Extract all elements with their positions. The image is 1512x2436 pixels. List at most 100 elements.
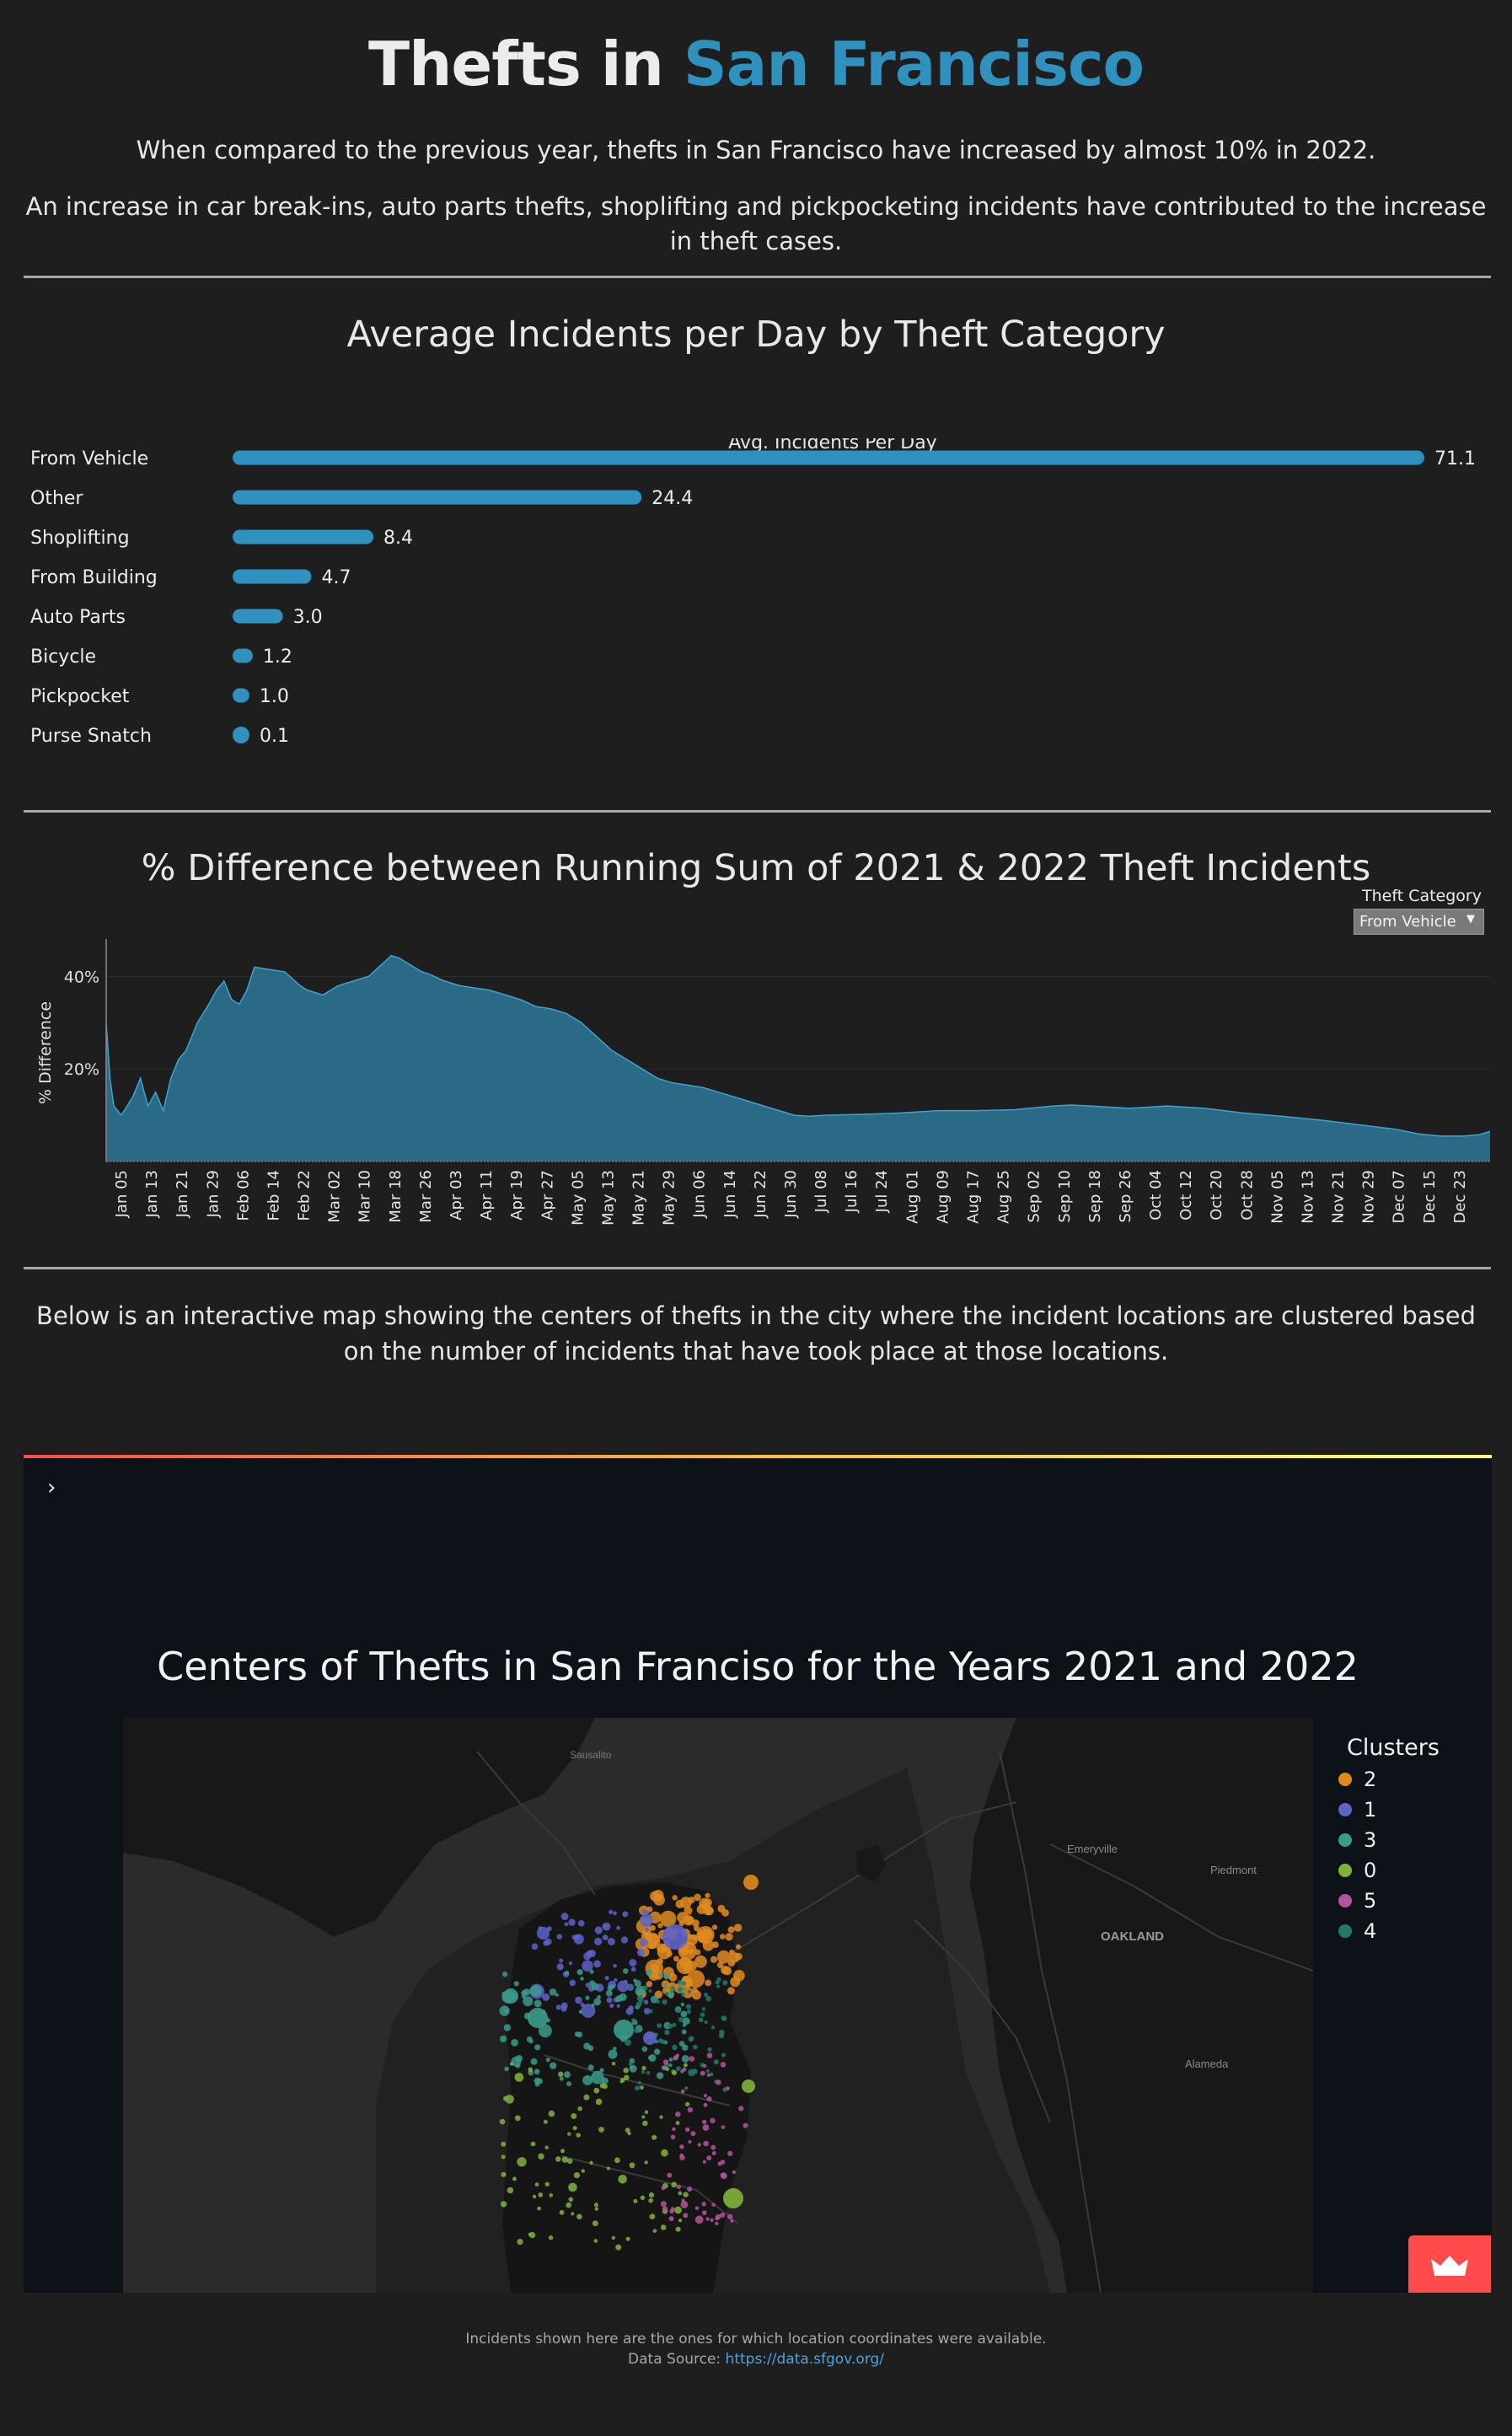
map-point [684, 1947, 689, 1953]
map-point [703, 2140, 709, 2147]
map-point [611, 2061, 616, 2066]
map-point [620, 1936, 629, 1944]
map-point [705, 2217, 710, 2221]
map-point [672, 2022, 677, 2027]
legend-item[interactable]: 2 [1338, 1768, 1376, 1791]
theft-category-dropdown[interactable]: From Vehicle ▼ [1354, 909, 1484, 935]
area-x-tick: Dec 15 [1421, 1170, 1439, 1223]
map-point [649, 2213, 656, 2219]
map-point [599, 2068, 604, 2073]
map-point [571, 2113, 577, 2119]
legend-item[interactable]: 3 [1338, 1828, 1376, 1852]
map-point [613, 1911, 617, 1916]
map-point [742, 2079, 755, 2093]
map-point [623, 1968, 629, 1974]
map-point [648, 2055, 652, 2060]
crown-badge-button[interactable] [1408, 2235, 1491, 2293]
chevron-right-icon[interactable]: › [47, 1475, 56, 1500]
map-point [727, 2213, 733, 2220]
legend-item[interactable]: 4 [1338, 1919, 1377, 1943]
bar-value-label: 3.0 [293, 607, 323, 628]
map-point [573, 1934, 584, 1945]
map-point [523, 1996, 533, 2007]
area-x-tick: Apr 11 [478, 1170, 496, 1221]
map-point [657, 1945, 672, 1960]
area-chart[interactable]: 20% 40% % Difference Jan 05 Jan 13 Jan 21 Jan … [0, 927, 1512, 1248]
map-point [706, 2052, 713, 2058]
legend-item[interactable]: 1 [1338, 1798, 1376, 1822]
area-x-tick: Apr 03 [448, 1170, 465, 1221]
map-point [499, 2118, 506, 2125]
map-point [636, 1948, 646, 1956]
map-point [694, 1955, 707, 1968]
map-point [593, 2203, 598, 2208]
map-point [592, 2220, 598, 2227]
map-point [603, 1924, 607, 1929]
map-point [638, 1997, 644, 2003]
bar-chart[interactable]: Avg. Incidents Per Day From Vehicle 71.1 Ot… [0, 438, 1512, 759]
map-point [583, 2094, 590, 2101]
area-x-tick: Jul 16 [843, 1170, 861, 1213]
map-point [712, 1941, 719, 1948]
cluster-points [499, 1875, 759, 2251]
map-point [618, 2175, 627, 2184]
map-point [653, 2048, 661, 2055]
area-x-tick: Jun 14 [721, 1170, 739, 1219]
map-point [523, 1988, 531, 1996]
map-point [687, 1989, 692, 1994]
footer-source-link[interactable]: https://data.sfgov.org/ [725, 2351, 884, 2368]
map-point [694, 1949, 701, 1956]
map-point [684, 2086, 689, 2090]
map-point [660, 1910, 677, 1928]
map-point [726, 2086, 730, 2090]
map-point [683, 2063, 688, 2068]
map-point [662, 1999, 668, 2005]
cluster-map[interactable]: Sausalito Emeryville Piedmont OAKLAND Al… [123, 1718, 1313, 2293]
map-point [543, 2119, 548, 2124]
area-chart-title: % Difference between Running Sum of 2021… [141, 847, 1371, 889]
area-x-tick: Aug 17 [965, 1170, 983, 1224]
bar-mark [233, 490, 642, 505]
map-point [667, 2172, 673, 2178]
map-point [702, 2124, 710, 2131]
area-x-tick: Feb 22 [296, 1170, 314, 1221]
map-point [567, 2132, 571, 2136]
map-point [652, 2229, 657, 2233]
map-point [585, 1983, 591, 1988]
map-point [555, 2004, 561, 2010]
map-point [581, 2004, 596, 2018]
map-point [651, 2134, 657, 2140]
bar-category-label: Pickpocket [30, 686, 130, 707]
map-point [681, 2055, 689, 2063]
map-point [503, 2024, 512, 2031]
map-point [671, 2069, 678, 2076]
area-x-tick: Oct 12 [1177, 1170, 1195, 1221]
map-point [575, 1996, 582, 2004]
map-point [559, 2076, 564, 2081]
map-point [683, 2213, 689, 2219]
legend-label: 4 [1364, 1919, 1377, 1943]
map-point [677, 1980, 682, 1984]
map-point [629, 2162, 635, 2169]
area-x-tick: Jul 24 [873, 1170, 891, 1213]
map-point [614, 1977, 618, 1983]
map-point [574, 2031, 580, 2037]
map-point [634, 2028, 639, 2034]
map-point [713, 2059, 719, 2065]
legend-item[interactable]: 5 [1338, 1889, 1376, 1913]
divider [24, 1267, 1491, 1269]
area-x-tick: Mar 02 [326, 1170, 344, 1223]
map-point [646, 1969, 653, 1977]
map-point [576, 1969, 583, 1976]
area-x-tick: Feb 14 [265, 1170, 282, 1221]
map-point [619, 1993, 627, 2001]
map-point [689, 2056, 695, 2062]
legend-item[interactable]: 0 [1338, 1859, 1376, 1882]
map-point [705, 2068, 710, 2073]
map-point [649, 2009, 653, 2014]
map-point [710, 1956, 718, 1963]
map-point [693, 2044, 698, 2050]
map-point [732, 2170, 737, 2175]
bar-x-axis-title: Avg. Incidents Per Day [728, 438, 936, 453]
divider [24, 810, 1491, 813]
